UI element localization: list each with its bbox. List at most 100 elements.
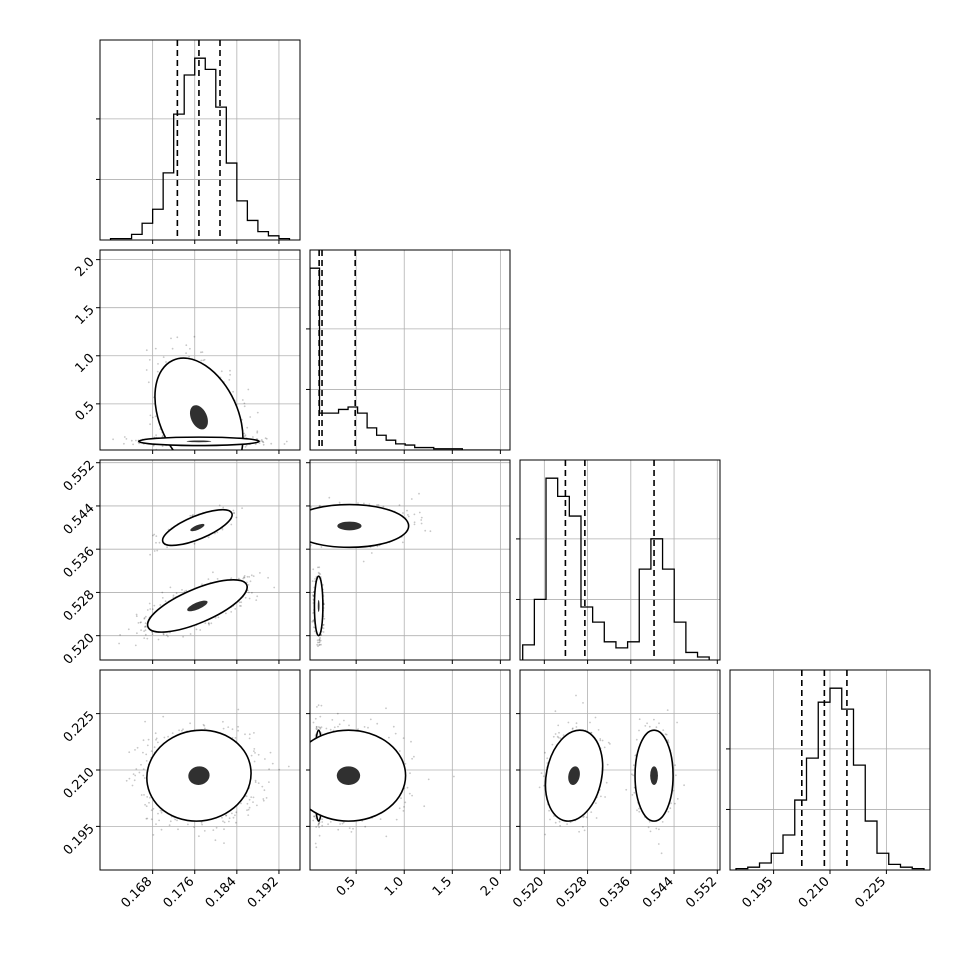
panel-frame bbox=[99, 459, 301, 661]
sample-point bbox=[155, 535, 158, 537]
sample-point bbox=[237, 729, 240, 732]
sample-point bbox=[199, 629, 202, 631]
sample-point bbox=[205, 479, 207, 481]
scatter-panel-0-1 bbox=[99, 249, 301, 484]
histogram-bar bbox=[616, 648, 628, 660]
sample-point bbox=[127, 628, 130, 631]
histogram-bar bbox=[405, 445, 415, 450]
sample-point bbox=[233, 512, 236, 514]
sample-point bbox=[192, 452, 194, 454]
sample-point bbox=[267, 576, 269, 579]
sample-point bbox=[155, 434, 158, 436]
sample-point bbox=[153, 550, 156, 552]
sample-point bbox=[207, 472, 209, 474]
sample-point bbox=[144, 615, 147, 618]
sample-point bbox=[192, 452, 194, 454]
histogram-bar bbox=[546, 478, 558, 660]
sample-point bbox=[167, 635, 169, 638]
sample-point bbox=[171, 732, 174, 734]
sample-point bbox=[248, 591, 250, 594]
sample-point bbox=[178, 729, 181, 732]
sample-point bbox=[192, 452, 194, 454]
panel-frame bbox=[99, 249, 301, 451]
sample-point bbox=[264, 437, 267, 440]
sample-point bbox=[235, 456, 237, 458]
sample-point bbox=[257, 753, 260, 756]
sample-point bbox=[245, 444, 248, 447]
sample-point bbox=[161, 591, 164, 594]
sample-point bbox=[243, 405, 246, 408]
sample-point bbox=[252, 436, 254, 438]
sample-point bbox=[202, 359, 205, 362]
sample-point bbox=[231, 812, 233, 815]
sample-point bbox=[176, 819, 178, 822]
sample-point bbox=[151, 633, 154, 636]
sample-point bbox=[269, 751, 272, 754]
sample-point bbox=[207, 578, 210, 580]
sample-point bbox=[225, 478, 227, 480]
sample-point bbox=[218, 504, 221, 507]
sample-point bbox=[155, 737, 158, 740]
sample-point bbox=[154, 415, 157, 418]
sample-point bbox=[253, 750, 255, 752]
sample-point bbox=[270, 442, 273, 445]
sample-point bbox=[171, 456, 173, 458]
histogram-bar bbox=[320, 413, 330, 450]
density-contours bbox=[161, 508, 233, 547]
histogram-panel-0 bbox=[96, 39, 301, 241]
sample-point bbox=[152, 807, 155, 810]
histogram-bar bbox=[889, 864, 901, 870]
sample-point bbox=[135, 439, 137, 442]
sample-point bbox=[150, 809, 153, 812]
density-peak bbox=[189, 405, 208, 430]
sample-point bbox=[159, 452, 161, 454]
histogram-bar bbox=[142, 223, 153, 240]
sample-point bbox=[140, 621, 142, 624]
sample-point bbox=[149, 796, 151, 799]
sample-point bbox=[208, 461, 210, 463]
sample-point bbox=[162, 632, 165, 635]
histogram-bar bbox=[247, 220, 258, 240]
density-peak bbox=[190, 523, 205, 532]
histogram-bar bbox=[783, 835, 795, 870]
sample-point bbox=[152, 834, 155, 836]
histogram-bar bbox=[329, 413, 339, 450]
sample-point bbox=[216, 578, 219, 580]
sample-point bbox=[200, 456, 202, 458]
sample-point bbox=[240, 802, 242, 805]
histogram-bar bbox=[226, 163, 237, 240]
y-tick-label: 0.536 bbox=[61, 544, 98, 581]
sample-point bbox=[214, 453, 216, 455]
sample-point bbox=[207, 464, 209, 466]
sample-point bbox=[220, 370, 223, 373]
sample-point bbox=[215, 826, 218, 829]
sample-point bbox=[254, 752, 256, 754]
sample-point bbox=[198, 835, 200, 838]
sample-point bbox=[188, 355, 191, 358]
histogram-bar bbox=[865, 821, 877, 870]
sample-point bbox=[145, 369, 148, 371]
sample-point bbox=[278, 768, 281, 771]
sample-point bbox=[128, 777, 131, 780]
sample-point bbox=[251, 591, 253, 594]
sample-point bbox=[220, 482, 222, 484]
sample-point bbox=[136, 746, 139, 749]
histogram-bar bbox=[163, 173, 174, 240]
sample-point bbox=[200, 821, 203, 824]
sample-point bbox=[192, 514, 194, 516]
sample-point bbox=[149, 423, 152, 426]
sample-point bbox=[207, 622, 210, 625]
sample-point bbox=[229, 455, 231, 457]
sample-point bbox=[160, 811, 163, 814]
sample-point bbox=[189, 722, 192, 725]
sample-point bbox=[203, 830, 206, 832]
sample-point bbox=[138, 442, 141, 445]
sample-point bbox=[203, 724, 206, 727]
sample-point bbox=[202, 464, 204, 466]
y-tick-label: 0.5 bbox=[72, 399, 97, 424]
sample-point bbox=[199, 455, 201, 457]
sample-point bbox=[235, 516, 238, 519]
sample-point bbox=[234, 608, 237, 610]
sample-point bbox=[185, 589, 188, 592]
